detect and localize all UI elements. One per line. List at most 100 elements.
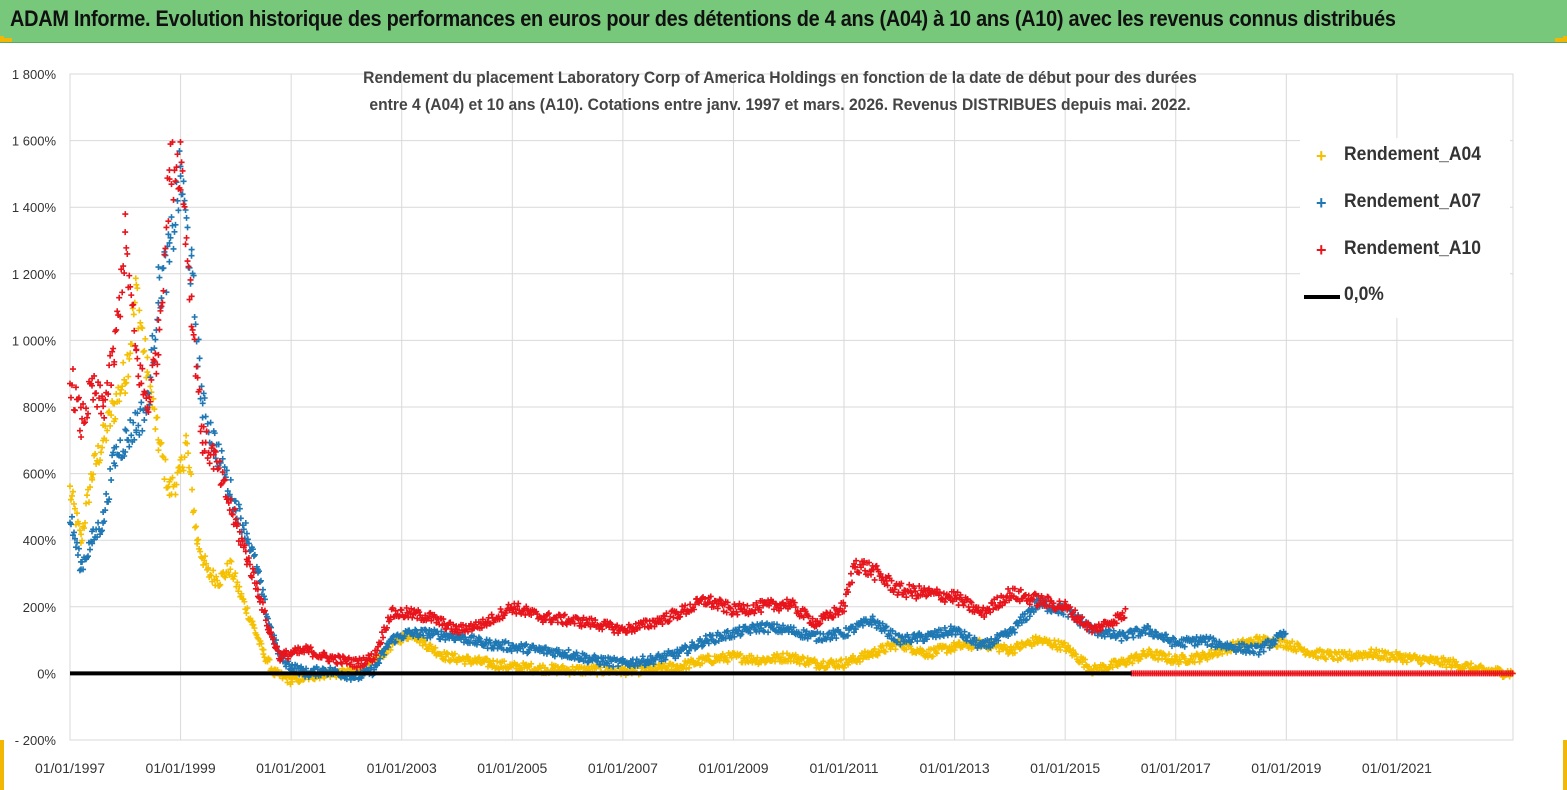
- data-point: [505, 601, 512, 608]
- data-point: [1194, 641, 1201, 648]
- data-point: [102, 396, 109, 403]
- data-point: [727, 605, 734, 612]
- data-point: [509, 609, 516, 616]
- data-point: [991, 640, 998, 647]
- data-point: [438, 628, 445, 635]
- data-point: [559, 662, 566, 669]
- data-point: [714, 605, 721, 612]
- data-point: [155, 351, 162, 358]
- data-point: [413, 627, 420, 634]
- data-point: [205, 565, 212, 572]
- data-point: [935, 592, 942, 599]
- data-point: [102, 507, 109, 514]
- data-point: [75, 545, 82, 552]
- data-point: [118, 266, 125, 273]
- data-point: [191, 336, 198, 343]
- data-point: [442, 636, 449, 643]
- data-point: [87, 546, 94, 553]
- data-point: [845, 589, 852, 596]
- data-point: [1164, 634, 1171, 641]
- data-point: [497, 606, 504, 613]
- data-point: [933, 650, 940, 657]
- data-point: [1065, 642, 1072, 649]
- data-point: [1209, 641, 1216, 648]
- data-point: [231, 573, 238, 580]
- data-point: [71, 535, 78, 542]
- data-point: [1163, 631, 1170, 638]
- data-point: [801, 634, 808, 641]
- data-point: [127, 283, 134, 290]
- data-point: [811, 656, 818, 663]
- data-point: [1224, 640, 1231, 647]
- data-point: [951, 647, 958, 654]
- data-point: [134, 285, 141, 292]
- data-point: [1418, 660, 1425, 667]
- data-point: [144, 354, 151, 361]
- data-point: [571, 655, 578, 662]
- data-point: [658, 658, 665, 665]
- data-point: [98, 528, 105, 535]
- data-point: [830, 614, 837, 621]
- data-point: [1032, 633, 1039, 640]
- data-point: [391, 639, 398, 646]
- data-point: [259, 586, 266, 593]
- data-point: [967, 598, 974, 605]
- banner-title: ADAM Informe. Evolution historique des p…: [10, 6, 1396, 31]
- data-point: [736, 600, 743, 607]
- data-point: [188, 252, 195, 259]
- data-point: [981, 614, 988, 621]
- data-point: [614, 622, 621, 629]
- data-point: [1045, 594, 1052, 601]
- corner-decoration: [1555, 36, 1567, 42]
- data-point: [212, 448, 219, 455]
- data-point: [712, 638, 719, 645]
- data-point: [920, 648, 927, 655]
- data-point: [80, 566, 87, 573]
- data-point: [827, 609, 834, 616]
- data-point: [187, 276, 194, 283]
- data-point: [919, 647, 926, 654]
- data-point: [173, 164, 180, 171]
- data-point: [165, 218, 172, 225]
- data-point: [805, 661, 812, 668]
- data-point: [155, 264, 162, 271]
- legend-label: Rendement_A07: [1344, 191, 1481, 212]
- data-point: [87, 484, 94, 491]
- data-point: [1122, 605, 1129, 612]
- data-point: [378, 639, 385, 646]
- data-point: [181, 197, 188, 204]
- data-point: [82, 419, 89, 426]
- data-point: [946, 594, 953, 601]
- data-point: [804, 612, 811, 619]
- data-point: [987, 609, 994, 616]
- data-point: [820, 658, 827, 665]
- data-point: [94, 403, 101, 410]
- data-point: [1293, 648, 1300, 655]
- data-point: [243, 530, 250, 537]
- data-point: [183, 234, 190, 241]
- data-point: [227, 476, 234, 483]
- data-point: [1289, 638, 1296, 645]
- data-point: [162, 245, 169, 252]
- data-point: [144, 404, 151, 411]
- data-point: [756, 604, 763, 611]
- data-point: [675, 653, 682, 660]
- data-point: [651, 623, 658, 630]
- data-point: [194, 374, 201, 381]
- data-point: [374, 647, 381, 654]
- chart-title: Rendement du placement Laboratory Corp o…: [329, 64, 1231, 118]
- data-point: [740, 601, 747, 608]
- data-point: [137, 319, 144, 326]
- data-point: [104, 379, 111, 386]
- data-point: [180, 178, 187, 185]
- data-point: [1204, 656, 1211, 663]
- data-point: [758, 609, 765, 616]
- data-point: [1072, 607, 1079, 614]
- data-point: [89, 540, 96, 547]
- data-point: [135, 422, 142, 429]
- line-marker-icon: [1304, 295, 1340, 299]
- data-point: [234, 521, 241, 528]
- data-point: [166, 239, 173, 246]
- data-point: [201, 447, 208, 454]
- data-point: [792, 604, 799, 611]
